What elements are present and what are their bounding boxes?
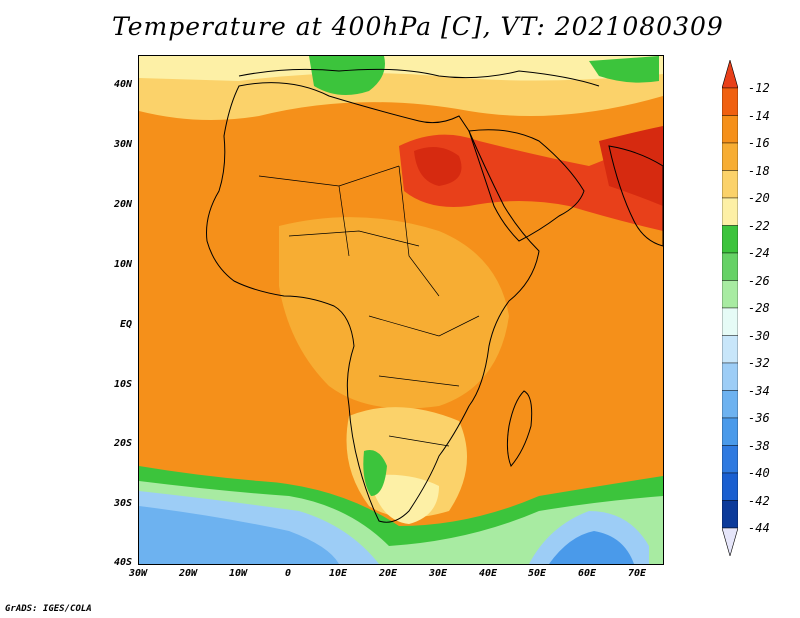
lon-label-20w: 20W [178,568,198,579]
colorbar-swatch [722,417,738,446]
colorbar-label: -32 [748,356,770,370]
lon-label-40e: 40E [478,568,498,579]
lat-label-40s: 40S [113,557,132,568]
colorbar-label: -38 [748,438,770,453]
colorbar-swatch [722,445,738,474]
colorbar-swatch [722,362,738,391]
colorbar-swatch [722,142,738,171]
colorbar-swatch [722,307,738,336]
colorbar-label: -18 [748,163,770,178]
lon-label-60e: 60E [577,568,597,579]
colorbar-label: -36 [748,411,770,425]
lat-label-30n: 30N [113,139,132,150]
colorbar-label: -12 [748,81,770,95]
lon-label-30e: 30E [428,568,448,579]
colorbar-swatch [722,280,738,309]
colorbar-swatch [722,472,738,501]
colorbar-cap-bottom [722,527,738,556]
field-central-light [279,217,509,409]
colorbar-label: -16 [748,136,770,150]
field-south-light [369,474,439,524]
colorbar-label: -20 [748,191,770,205]
lon-label-10e: 10E [328,568,348,579]
chart-title: Temperature at 400hPa [C], VT: 202108030… [112,12,724,41]
temperature-map [138,55,664,565]
field-blue-se2 [549,531,634,564]
lat-label-eq: EQ [119,319,132,330]
lat-label-20n: 20N [113,199,132,210]
colorbar-label: -40 [748,466,770,480]
colorbar-label: -30 [748,328,770,343]
colorbar-swatch [722,390,738,419]
field-green-ne [589,56,659,83]
colorbar-label: -24 [748,246,770,260]
colorbar-swatch [722,252,738,281]
lat-label-40n: 40N [113,79,132,90]
india-outline [608,145,663,247]
lon-label-10w: 10W [228,568,248,579]
grads-credit: GrADS: IGES/COLA [5,604,92,614]
lat-label-20s: 20S [113,438,132,449]
field-hot-arabia [399,134,663,231]
lon-label-30w: 30W [128,568,148,579]
field-green-namibia [363,450,387,496]
field-blue-south2 [139,506,339,564]
lat-label-30s: 30S [113,498,132,509]
colorbar-label: -34 [748,383,770,398]
field-hot-india [599,126,663,206]
colorbar-swatch [722,115,738,144]
europe-outline [238,68,600,87]
colorbar-swatch [722,170,738,199]
lon-label-50e: 50E [527,568,547,579]
field-north-strip [139,56,663,81]
colorbar-swatch [722,225,738,254]
lat-label-10n: 10N [113,259,132,270]
colorbar-label: -28 [748,301,770,315]
colorbar-label: -22 [748,218,770,233]
colorbar-label: -26 [748,273,770,288]
colorbar [722,60,738,556]
colorbar-swatch [722,87,738,116]
country-borders [258,165,480,447]
field-green-med [309,56,385,95]
lon-label-20e: 20E [378,568,398,579]
colorbar-swatch [722,500,738,529]
lat-label-10s: 10S [113,379,132,390]
colorbar-swatch [722,197,738,226]
field-hot-core [414,147,462,186]
madagascar-outline [506,390,533,467]
colorbar-label: -14 [748,108,770,123]
lon-label-70e: 70E [627,568,647,579]
colorbar-label: -44 [748,521,770,535]
colorbar-swatch [722,335,738,364]
lon-label-0: 0 [284,568,292,579]
colorbar-cap-top [722,60,738,89]
arabia-outline [468,129,585,242]
colorbar-label: -42 [748,493,770,508]
